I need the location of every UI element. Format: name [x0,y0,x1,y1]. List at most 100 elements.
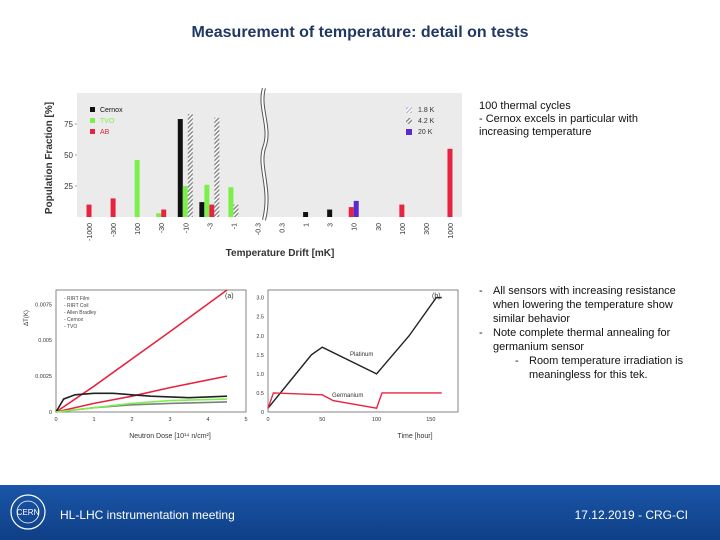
y-tick-label: 0.005 [38,338,52,344]
bar-4-2-k-5 [214,117,220,217]
y-tick-label: 1.0 [256,372,264,378]
series-line-platinum [267,296,442,409]
x-tick-label: -0.3 [255,223,262,235]
x-tick-label: 0 [54,417,57,423]
y-axis-label: Population Fraction [%] [44,102,55,214]
x-tick-label: 5 [244,417,247,423]
y-tick-label: 2.0 [256,334,264,340]
legend-label: 1.8 K [418,107,435,114]
plot-b-panel-label: (b) [432,293,441,300]
plot-b-area [267,289,459,413]
legend-label: AB [100,129,110,136]
legend-label: - Allen Bradley [64,310,97,316]
platinum-annotation: Platinum [350,352,373,358]
y-tick-label: 0.0025 [35,374,52,380]
legend-swatch [90,129,95,134]
y-tick-label: 50 [64,151,73,160]
x-tick-label: 50 [319,417,325,423]
y-tick-label: 75 [64,120,73,129]
footer-bar: CERN HL-LHC instrumentation meeting 17.1… [0,485,720,540]
bar-ab-0 [86,204,92,217]
bar-4-2-k-6 [233,204,239,217]
x-tick-label: 0 [266,417,269,423]
x-tick-label: 100 [135,223,142,235]
bar-ab-1 [110,198,116,217]
legend-swatch [90,118,95,123]
note-line: 100 thermal cycles [479,100,571,112]
footer-date: 17.12.2019 - CRG-CI [574,508,688,522]
bar-tvo-6 [228,187,234,217]
y-tick-label: 0 [49,410,52,416]
y-tick-label: 2.5 [256,315,264,321]
x-tick-label: 1 [92,417,95,423]
plot-a-y-label: ΔT(K) [24,310,30,326]
x-tick-label: -1 [231,223,238,229]
x-tick-label: -300 [111,223,118,237]
x-tick-label: 4 [206,417,209,423]
y-tick-label: 1.5 [256,353,264,359]
legend-label: - RIRT Film [64,296,89,302]
bar-tvo-3 [156,213,162,217]
bar-20-k-11 [353,200,359,217]
note-sensor-behavior: - All sensors with increasing resistance … [479,284,704,382]
series-line-germanium [267,392,442,409]
note-thermal-cycles: 100 thermal cycles - Cernox excels in pa… [479,100,679,139]
x-tick-label: 100 [372,417,381,423]
x-tick-label: 1000 [448,223,455,239]
legend-swatch [90,107,95,112]
y-tick-label: 0.5 [256,391,264,397]
plot-a-panel-label: (a) [225,293,234,300]
bar-ab-3 [161,209,167,217]
legend-label: Cernox [100,107,123,114]
plot-area [77,93,462,217]
x-tick-label: -3 [207,223,214,229]
x-tick-label: 100 [400,223,407,235]
note-sub-bullet: - Room temperature irradiation is meaning… [515,355,684,381]
series-line-allen-bradley [55,392,228,413]
x-tick-label: 3 [168,417,171,423]
svg-text:CERN: CERN [17,508,40,517]
x-tick-label: 1 [304,223,311,227]
x-tick-label: -30 [159,223,166,233]
slide-title: Measurement of temperature: detail on te… [191,24,529,41]
cern-logo-icon: CERN [10,494,46,530]
bar-tvo-2 [134,159,140,217]
bar-ab-5 [209,204,215,217]
x-tick-label: 0.3 [280,223,287,233]
bar-ab-11 [348,207,354,217]
plot-a-x-label: Neutron Dose [10¹⁴ n/cm²] [129,433,211,440]
germanium-annotation: Germanium [332,393,363,399]
legend-swatch [406,118,412,124]
bar-cernox-10 [327,209,333,217]
y-tick-label: 0 [261,410,264,416]
note-bullet: - All sensors with increasing resistance … [479,285,676,325]
legend-label: - Cernox [64,317,84,323]
x-tick-label: 10 [352,223,359,231]
x-tick-label: 30 [376,223,383,231]
note-bullet: - Note complete thermal annealing for ger… [479,327,671,353]
legend-swatch [406,129,412,135]
x-tick-label: -10 [183,223,190,233]
bar-cernox-4 [177,119,183,217]
population-fraction-chart: 25 50 75 -1000 -300 100 -30 -10 -3 -1 -0.3 0.3 1 3 10… [44,88,462,259]
legend-label: 4.2 K [418,118,435,125]
x-tick-label: -1000 [87,223,94,241]
legend-label: 20 K [418,129,433,136]
bar-ab-15 [447,148,453,217]
y-tick-label: 0.0075 [35,302,52,308]
footer-meeting-name: HL-LHC instrumentation meeting [60,508,235,522]
x-tick-label: 300 [424,223,431,235]
bar-ab-13 [399,204,405,217]
x-tick-label: 2 [130,417,133,423]
legend-label: TVO [100,118,115,125]
legend-label: - TVO [64,324,77,330]
legend-label: - RIRT Coil [64,303,89,309]
bar-4-2-k-4 [187,114,193,217]
x-tick-label: 3 [328,223,335,227]
bar-tvo-5 [204,184,210,217]
bar-cernox-9 [303,212,309,217]
y-tick-label: 3.0 [256,296,264,302]
x-axis-label: Temperature Drift [mK] [226,248,335,259]
x-tick-label: 150 [426,417,435,423]
